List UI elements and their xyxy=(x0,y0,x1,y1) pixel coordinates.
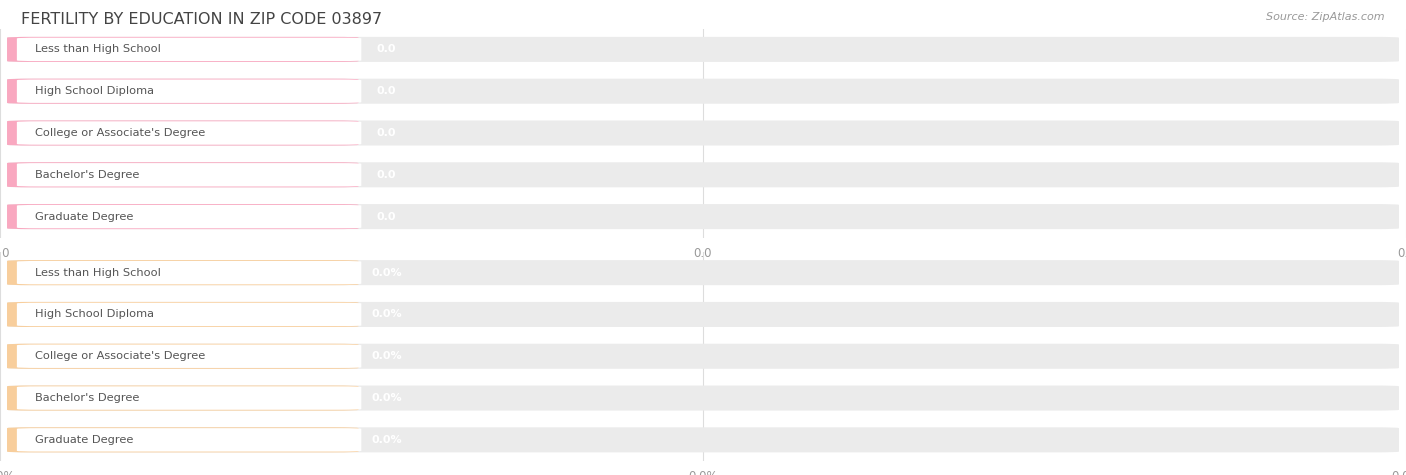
FancyBboxPatch shape xyxy=(7,344,359,369)
FancyBboxPatch shape xyxy=(7,79,1399,104)
Text: 0.0: 0.0 xyxy=(377,128,396,138)
FancyBboxPatch shape xyxy=(7,162,1399,187)
FancyBboxPatch shape xyxy=(17,38,361,61)
FancyBboxPatch shape xyxy=(17,344,361,368)
FancyBboxPatch shape xyxy=(7,428,1399,452)
FancyBboxPatch shape xyxy=(7,260,359,285)
FancyBboxPatch shape xyxy=(7,260,1399,285)
Text: 0.0%: 0.0% xyxy=(371,393,402,403)
Text: 0.0%: 0.0% xyxy=(688,470,718,475)
Text: Less than High School: Less than High School xyxy=(35,44,162,55)
Text: 0.0%: 0.0% xyxy=(371,351,402,361)
Text: College or Associate's Degree: College or Associate's Degree xyxy=(35,351,205,361)
Text: 0.0: 0.0 xyxy=(377,211,396,222)
Text: 0.0%: 0.0% xyxy=(0,470,15,475)
FancyBboxPatch shape xyxy=(17,163,361,187)
FancyBboxPatch shape xyxy=(17,205,361,228)
FancyBboxPatch shape xyxy=(7,204,1399,229)
FancyBboxPatch shape xyxy=(7,121,1399,145)
FancyBboxPatch shape xyxy=(17,303,361,326)
Text: 0.0: 0.0 xyxy=(377,86,396,96)
Text: 0.0: 0.0 xyxy=(0,247,10,260)
Text: Less than High School: Less than High School xyxy=(35,267,162,278)
Text: 0.0: 0.0 xyxy=(377,170,396,180)
Text: 0.0%: 0.0% xyxy=(1391,470,1406,475)
FancyBboxPatch shape xyxy=(7,121,359,145)
Text: 0.0: 0.0 xyxy=(1396,247,1406,260)
FancyBboxPatch shape xyxy=(7,37,1399,62)
FancyBboxPatch shape xyxy=(7,79,359,104)
FancyBboxPatch shape xyxy=(7,386,1399,410)
Text: 0.0%: 0.0% xyxy=(371,267,402,278)
FancyBboxPatch shape xyxy=(7,204,359,229)
Text: 0.0: 0.0 xyxy=(377,44,396,55)
Text: Bachelor's Degree: Bachelor's Degree xyxy=(35,393,139,403)
FancyBboxPatch shape xyxy=(7,344,1399,369)
FancyBboxPatch shape xyxy=(7,302,1399,327)
Text: 0.0%: 0.0% xyxy=(371,435,402,445)
FancyBboxPatch shape xyxy=(7,302,359,327)
Text: Source: ZipAtlas.com: Source: ZipAtlas.com xyxy=(1267,12,1385,22)
FancyBboxPatch shape xyxy=(17,121,361,145)
FancyBboxPatch shape xyxy=(17,428,361,452)
FancyBboxPatch shape xyxy=(7,428,359,452)
Text: Graduate Degree: Graduate Degree xyxy=(35,211,134,222)
FancyBboxPatch shape xyxy=(17,261,361,285)
Text: High School Diploma: High School Diploma xyxy=(35,86,155,96)
FancyBboxPatch shape xyxy=(17,386,361,410)
Text: FERTILITY BY EDUCATION IN ZIP CODE 03897: FERTILITY BY EDUCATION IN ZIP CODE 03897 xyxy=(21,12,382,27)
Text: Graduate Degree: Graduate Degree xyxy=(35,435,134,445)
Text: 0.0: 0.0 xyxy=(693,247,713,260)
FancyBboxPatch shape xyxy=(7,386,359,410)
Text: College or Associate's Degree: College or Associate's Degree xyxy=(35,128,205,138)
FancyBboxPatch shape xyxy=(7,37,359,62)
Text: High School Diploma: High School Diploma xyxy=(35,309,155,320)
Text: Bachelor's Degree: Bachelor's Degree xyxy=(35,170,139,180)
FancyBboxPatch shape xyxy=(17,79,361,103)
FancyBboxPatch shape xyxy=(7,162,359,187)
Text: 0.0%: 0.0% xyxy=(371,309,402,320)
